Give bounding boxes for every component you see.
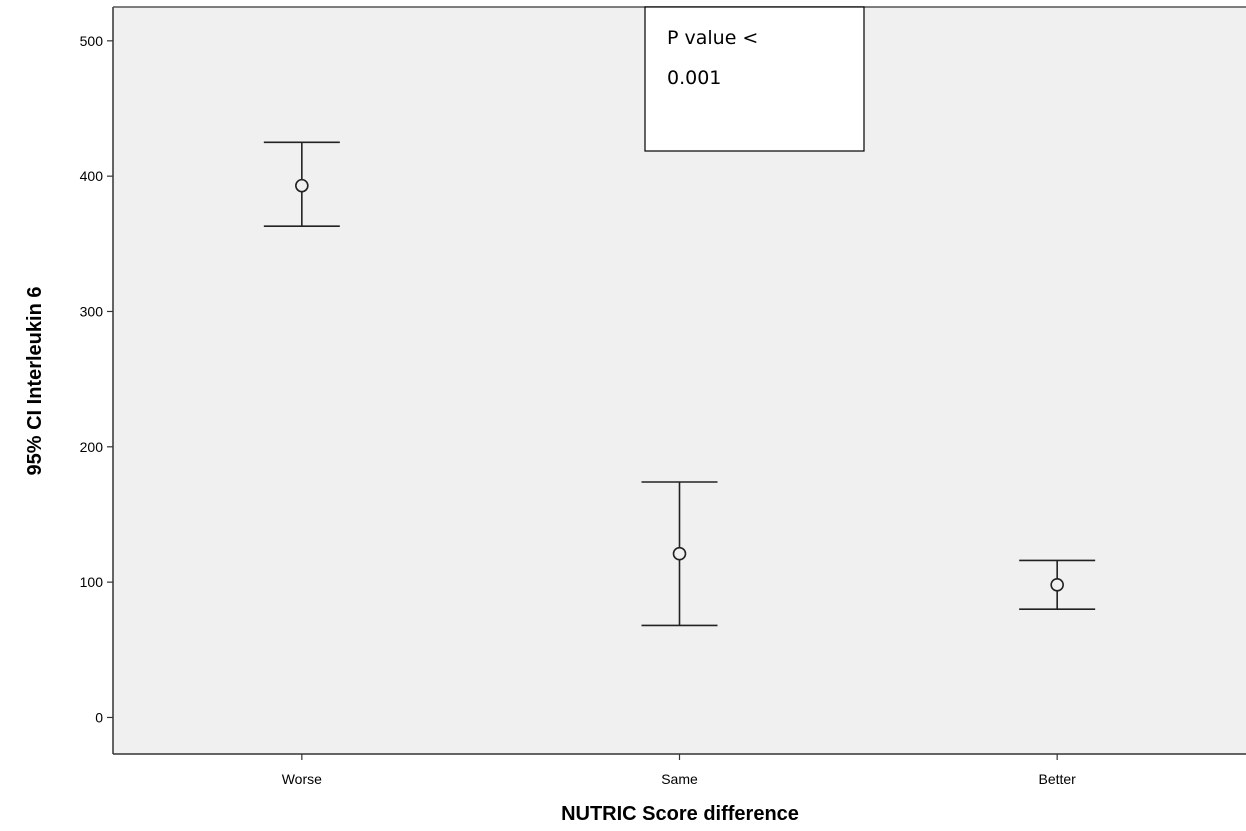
x-ticks: Worse Same Better bbox=[282, 754, 1076, 787]
y-tick-label: 300 bbox=[80, 303, 104, 319]
y-axis-title: 95% CI Interleukin 6 bbox=[24, 287, 46, 476]
y-tick-label: 100 bbox=[80, 574, 104, 590]
x-tick-label: Worse bbox=[282, 771, 322, 787]
annotation-box bbox=[644, 6, 865, 152]
y-tick-label: 200 bbox=[80, 439, 104, 455]
x-tick-label: Same bbox=[661, 771, 698, 787]
y-tick-label: 0 bbox=[95, 709, 103, 725]
mean-point bbox=[295, 178, 309, 193]
y-ticks: 0 100 200 300 400 500 bbox=[80, 33, 113, 725]
x-axis-title: NUTRIC Score difference bbox=[561, 803, 799, 825]
annotation-line-2: 0.001 bbox=[667, 67, 721, 89]
annotation-line-1: P value < bbox=[667, 27, 758, 49]
mean-point bbox=[672, 546, 687, 561]
x-tick-label: Better bbox=[1038, 771, 1076, 787]
mean-point bbox=[1050, 578, 1064, 592]
y-tick-label: 500 bbox=[80, 33, 104, 49]
y-tick-label: 400 bbox=[80, 168, 104, 184]
p-value-annotation: P value < 0.001 bbox=[644, 6, 865, 152]
error-bars bbox=[263, 141, 1096, 627]
